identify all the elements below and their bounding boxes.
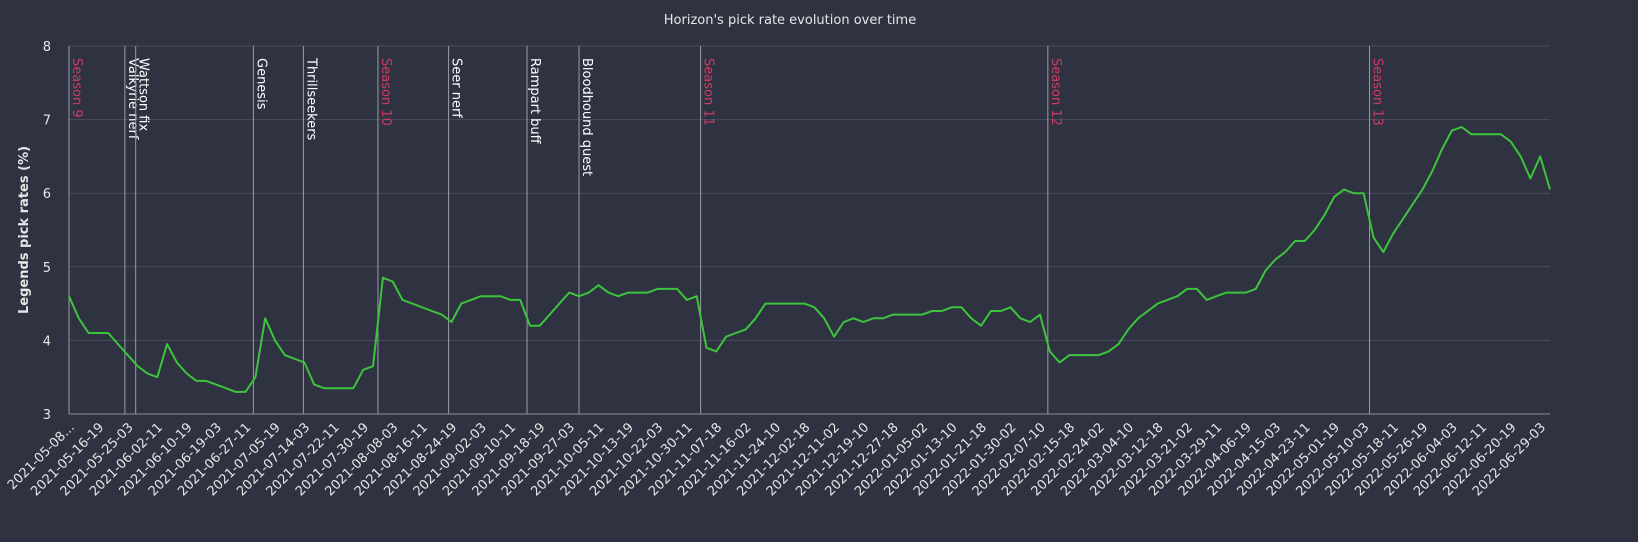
data-line	[68, 126, 1551, 393]
event-label: Season 10	[378, 58, 393, 126]
event-label: Wattson fix	[136, 58, 151, 131]
event-label: Bloodhound quest	[579, 58, 594, 176]
event-label: Genesis	[253, 58, 268, 110]
event-label: Thrillseekers	[303, 57, 318, 141]
event-label: Season 9	[69, 58, 84, 118]
event-label: Rampart buff	[527, 58, 542, 145]
y-tick-label: 8	[43, 40, 51, 55]
chart-title: Horizon's pick rate evolution over time	[664, 13, 916, 28]
y-tick-label: 3	[43, 408, 51, 423]
event-label: Seer nerf	[449, 58, 464, 118]
y-tick-label: 7	[43, 114, 51, 129]
y-axis-label: Legends pick rates (%)	[17, 146, 32, 314]
event-label: Season 13	[1370, 58, 1385, 126]
y-tick-label: 5	[43, 261, 51, 276]
y-tick-label: 4	[43, 334, 51, 349]
y-tick-label: 6	[43, 187, 51, 202]
event-label: Season 11	[701, 58, 716, 126]
event-label: Season 12	[1048, 58, 1063, 126]
